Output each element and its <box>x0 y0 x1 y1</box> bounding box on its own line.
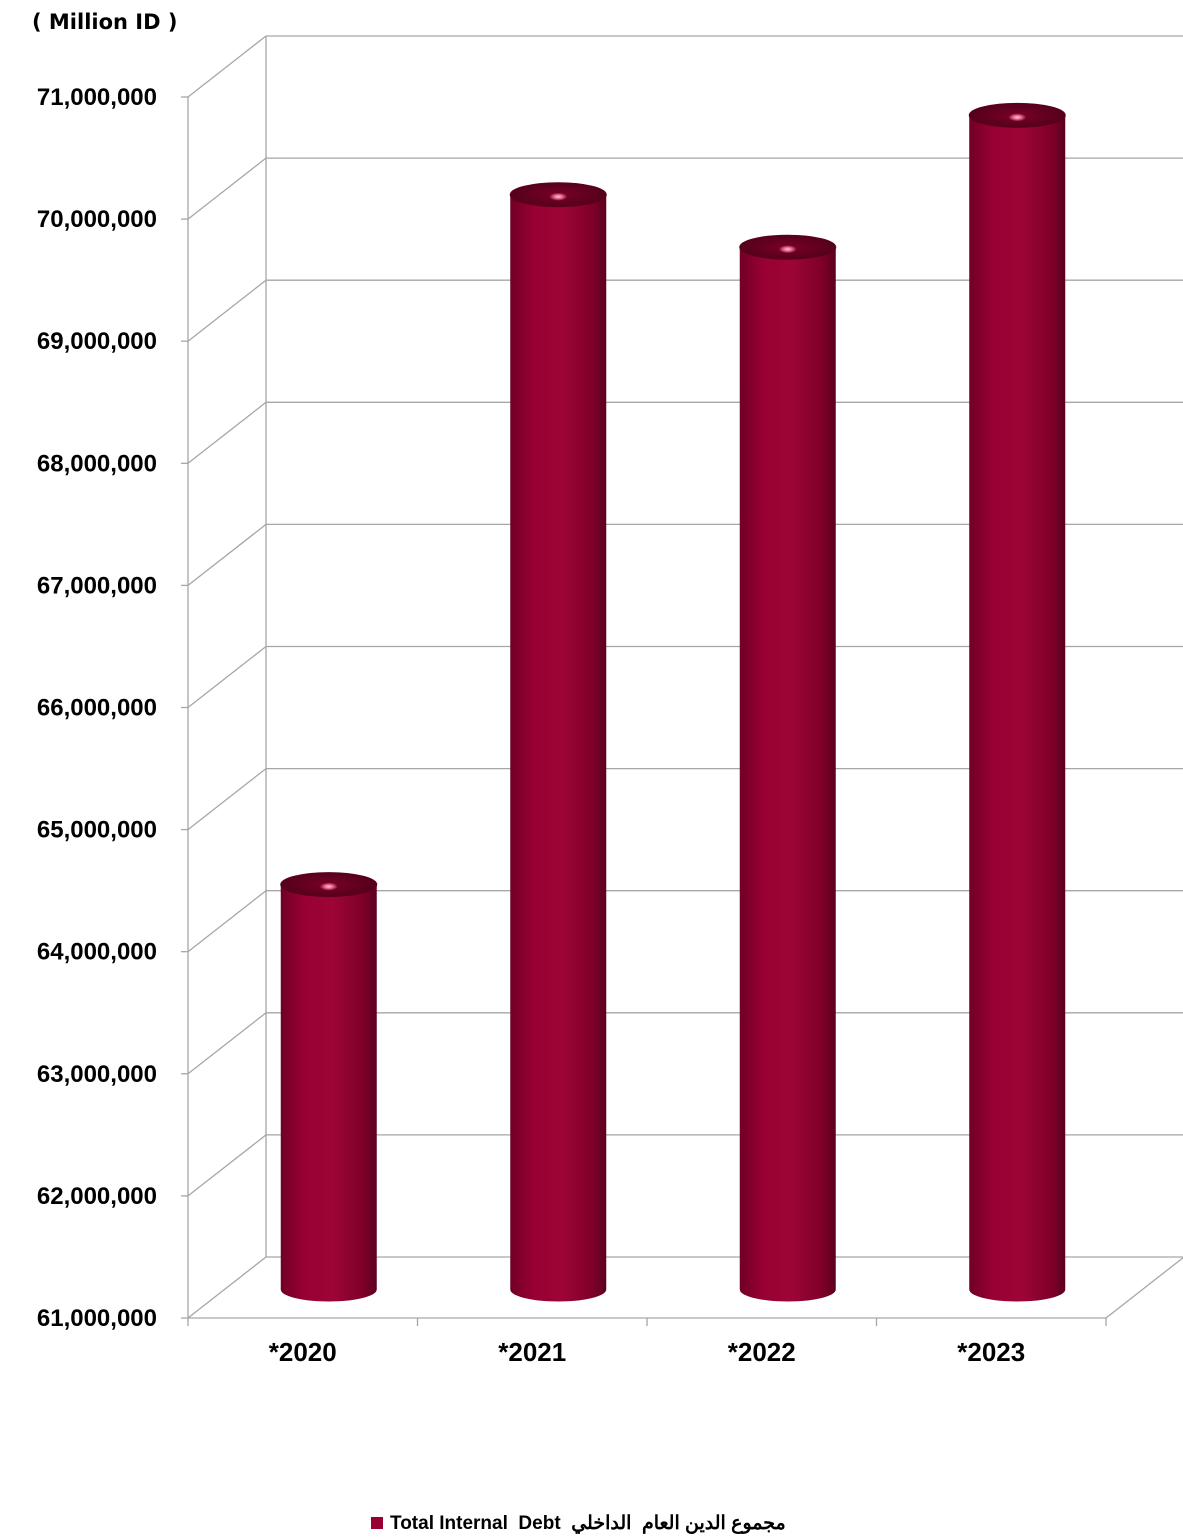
y-tick-label: 70,000,000 <box>37 206 157 233</box>
x-tick-label: *2021 <box>498 1337 566 1367</box>
gridline-diagonal <box>187 890 267 953</box>
bar-highlight <box>1008 113 1027 122</box>
bar <box>280 872 378 1302</box>
bar-highlight <box>549 192 568 201</box>
bar-body <box>739 247 836 1302</box>
y-tick-label: 63,000,000 <box>37 1061 157 1088</box>
bar <box>739 234 837 1302</box>
y-axis-unit-label: ( Million ID ) <box>32 10 178 34</box>
gridline-diagonal <box>187 35 267 98</box>
bar-body <box>510 194 607 1302</box>
y-tick-label: 65,000,000 <box>37 817 157 844</box>
gridline-diagonal <box>187 645 267 709</box>
gridline-diagonal <box>187 1012 267 1075</box>
gridline-diagonal <box>187 1134 267 1197</box>
gridline-diagonal <box>187 1256 267 1319</box>
gridline-diagonal <box>187 523 267 586</box>
bar-highlight <box>319 882 338 891</box>
y-tick-label: 68,000,000 <box>37 450 157 477</box>
legend: Total Internal Debt مجموع الدين العام ال… <box>371 1510 786 1536</box>
x-tick-label: *2020 <box>269 1337 337 1367</box>
x-tick-label: *2022 <box>728 1337 796 1367</box>
y-tick-label: 67,000,000 <box>37 572 157 599</box>
bar <box>968 102 1066 1302</box>
tick-labels: 61,000,000 62,000,000 63,000,000 64,000,000… <box>37 84 1025 1367</box>
gridline-diagonal <box>187 279 267 342</box>
legend-label: Total Internal Debt مجموع الدين العام ال… <box>390 1512 786 1534</box>
bar-body <box>280 884 377 1302</box>
y-tick-label: 69,000,000 <box>37 328 157 355</box>
gridline-diagonal <box>187 768 267 831</box>
axes <box>181 36 1183 1326</box>
bar-body <box>969 115 1066 1302</box>
x-tick-label: *2023 <box>957 1337 1025 1367</box>
y-tick-label: 62,000,000 <box>37 1183 157 1210</box>
bar <box>509 182 607 1302</box>
floor-right-edge <box>1105 1256 1183 1319</box>
gridline-diagonal <box>187 157 267 220</box>
gridline-diagonal <box>187 401 267 464</box>
bars <box>280 102 1066 1302</box>
y-tick-label: 66,000,000 <box>37 695 157 722</box>
y-tick-label: 61,000,000 <box>37 1305 157 1332</box>
y-tick-label: 64,000,000 <box>37 939 157 966</box>
legend-swatch <box>371 1517 383 1529</box>
bar-highlight <box>778 245 797 254</box>
y-tick-label: 71,000,000 <box>37 84 157 111</box>
